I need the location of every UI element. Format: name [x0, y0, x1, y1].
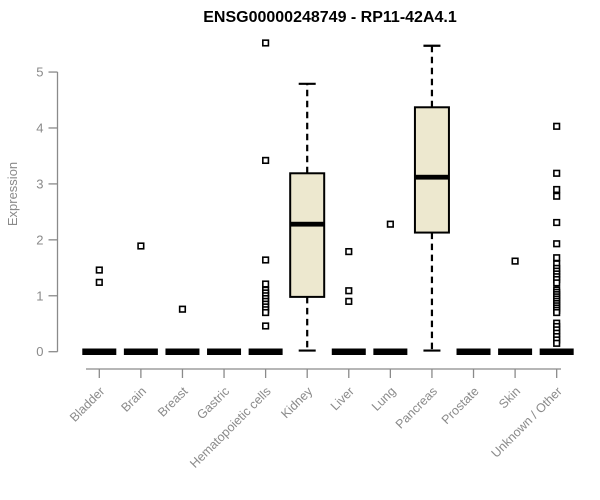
collapsed-box — [539, 348, 574, 355]
outlier-point — [262, 308, 270, 317]
median-line — [290, 221, 325, 227]
outlier-point — [345, 297, 353, 305]
chart-title: ENSG00000248749 - RP11-42A4.1 — [203, 9, 457, 26]
x-tick-label: Liver — [328, 384, 357, 413]
outlier-point — [553, 254, 561, 262]
collapsed-box — [331, 348, 366, 355]
y-tick-label: 3 — [36, 176, 43, 191]
outlier-point — [553, 279, 561, 287]
outlier-point — [95, 266, 103, 274]
y-axis-title: Expression — [5, 162, 20, 226]
outlier-point — [553, 192, 561, 200]
outlier-point — [553, 339, 561, 347]
collapsed-box — [82, 348, 117, 355]
x-tick-label: Prostate — [439, 384, 482, 427]
outlier-point — [386, 220, 394, 228]
collapsed-box — [207, 348, 242, 355]
y-tick-label: 0 — [36, 344, 43, 359]
y-tick-label: 4 — [36, 120, 43, 135]
x-tick-label: Bladder — [67, 384, 107, 424]
x-tick-label: Unknown / Other — [489, 384, 565, 460]
collapsed-box — [123, 348, 158, 355]
outlier-point — [511, 257, 519, 265]
outlier-point — [553, 185, 561, 194]
outlier-point — [553, 308, 561, 317]
collapsed-box — [248, 348, 283, 355]
outlier-point — [553, 122, 561, 130]
collapsed-box — [498, 348, 533, 355]
x-tick-label: Hematopoietic cells — [187, 384, 274, 471]
outlier-point — [178, 305, 187, 313]
outlier-point — [262, 256, 270, 264]
x-tick-label: Skin — [496, 384, 523, 411]
x-tick-label: Breast — [155, 384, 191, 420]
x-tick-label: Pancreas — [393, 384, 440, 431]
y-tick-label: 2 — [36, 232, 43, 247]
outlier-point — [137, 242, 145, 250]
collapsed-box — [165, 348, 200, 355]
y-tick-label: 1 — [36, 288, 43, 303]
x-tick-label: Gastric — [194, 384, 232, 422]
outlier-point — [553, 169, 561, 177]
box — [289, 172, 326, 298]
x-tick-label: Kidney — [278, 384, 315, 421]
outlier-point — [262, 280, 270, 288]
collapsed-box — [456, 348, 491, 355]
outlier-point — [262, 39, 270, 47]
outlier-point — [553, 218, 561, 227]
outlier-point — [95, 278, 103, 286]
box — [413, 106, 450, 234]
outlier-point — [345, 247, 353, 256]
outlier-point — [262, 322, 270, 330]
outlier-point — [262, 156, 270, 165]
collapsed-box — [373, 348, 408, 355]
outlier-point — [553, 240, 561, 248]
outlier-point — [345, 287, 353, 295]
y-tick-label: 5 — [36, 65, 43, 80]
x-tick-label: Lung — [369, 384, 399, 414]
x-tick-label: Brain — [118, 384, 149, 415]
median-line — [414, 174, 449, 180]
